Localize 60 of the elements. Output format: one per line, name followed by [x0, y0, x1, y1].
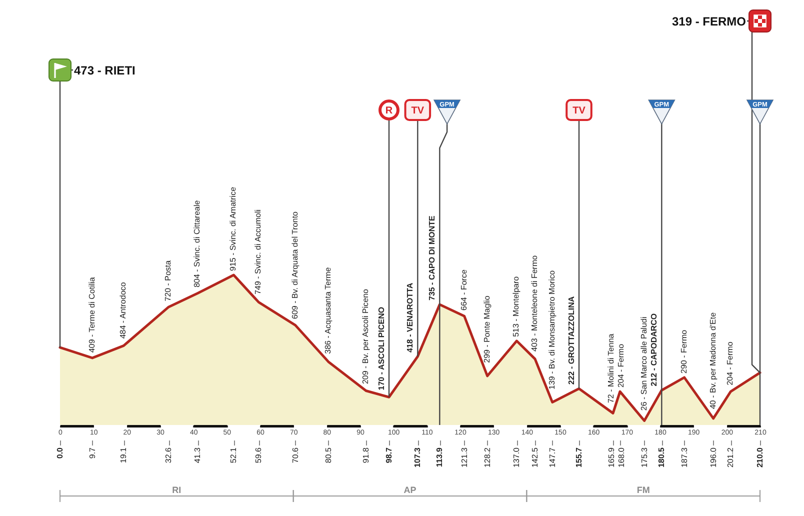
x-tick-label: 201.2: [726, 446, 736, 468]
x-tick-label: 52.1: [229, 446, 238, 464]
data-label: 409 - Terme di Cotilia: [87, 276, 96, 353]
x-tick-label: 59.6: [254, 446, 264, 464]
annotation: TV: [572, 106, 586, 117]
x-tick-label: 128.2: [482, 446, 492, 468]
data-label: 290 - Fermo: [679, 329, 688, 374]
data-label: 299 - Ponte Maglio: [482, 295, 492, 363]
x-tick-label: 196.0: [708, 446, 718, 468]
x-tick-label: 80.5: [324, 446, 333, 464]
data-label: 664 - Force: [459, 269, 468, 310]
data-label: 804 - Svinc. di Cittareale: [192, 200, 202, 288]
x-tick-label: 91.8: [362, 446, 370, 464]
data-label: 418 - VENAROTTA: [406, 282, 415, 352]
data-label: 72 - Molini di Tenna: [606, 333, 616, 404]
data-label: 204 - Fermo: [726, 341, 735, 386]
data-label: 609 - Bv. di Arquata del Tronto: [290, 210, 300, 319]
data-label: 513 - Montelparo: [512, 276, 521, 337]
x-tick-label: 70.6: [290, 446, 300, 464]
data-label: 170 - ASCOLI PICENO: [377, 306, 386, 390]
data-label: 212 - CAPODARCO: [650, 313, 659, 386]
data-label: 222 - GROTTAZZOLINA: [567, 296, 576, 385]
annotation: R: [385, 106, 394, 117]
data-label: 40 - Bv. per Madonna d'Ete: [708, 312, 718, 410]
data-label: 403 - Monteleone di Fermo: [530, 254, 539, 352]
x-tick-label: 168.0: [617, 446, 626, 468]
x-tick-label: 142.5: [530, 446, 540, 468]
x-tick-label: 210.0: [756, 446, 764, 468]
x-tick-label: 41.3: [193, 446, 202, 464]
annotation: TV: [411, 106, 424, 117]
x-tick-label: 9.7: [88, 446, 97, 459]
data-label: 915 - Svinc. di Amatrice: [228, 186, 238, 271]
x-tick-label: 121.3: [460, 446, 469, 468]
x-tick-label: 32.6: [164, 446, 174, 464]
text: FM: [636, 485, 650, 495]
x-tick-label: 98.7: [384, 446, 394, 464]
data-label: 26 - San Marco alle Paludi: [639, 316, 648, 411]
x-tick-label: 175.3: [640, 446, 649, 468]
x-tick-label: 155.7: [574, 446, 584, 468]
data-label: 386 - Acquasanta Terme: [323, 266, 332, 354]
text: AP: [404, 485, 416, 495]
annotation: 473 - RIETI: [74, 63, 136, 78]
x-tick-label: 137.0: [512, 446, 522, 468]
annotation: 319 - FERMO: [672, 14, 746, 28]
x-tick-label: 19.1: [119, 446, 128, 464]
data-label: 720 - Posta: [164, 260, 173, 302]
x-tick-label: 165.9: [607, 446, 616, 468]
x-tick-label: 107.3: [413, 446, 422, 468]
x-tick-label: 180.5: [657, 446, 666, 468]
data-label: 749 - Svinc. di Accumoli: [254, 209, 263, 294]
x-tick-label: 187.3: [680, 446, 689, 468]
data-label: 204 - Fermo: [616, 343, 626, 388]
data-label: 735 - CAPO DI MONTE: [428, 214, 437, 301]
data-label: 139 - Bv. di Monsampietro Morico: [547, 270, 556, 390]
data-label: 209 - Bv. per Ascoli Piceno: [361, 288, 370, 384]
data-label: 484 - Antrodoco: [118, 282, 128, 339]
text: RI: [172, 485, 182, 495]
x-tick-label: 147.7: [548, 446, 557, 468]
x-tick-label: 113.9: [435, 446, 444, 468]
x-tick-label: 0.0: [56, 446, 64, 459]
